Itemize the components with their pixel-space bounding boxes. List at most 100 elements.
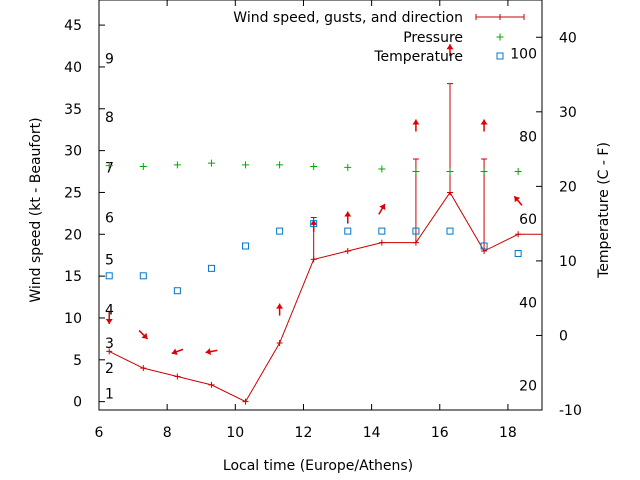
pressure-point [514, 168, 522, 176]
wind-direction-arrow [310, 219, 318, 232]
wind-direction-arrow [378, 203, 386, 215]
temperature-point [207, 264, 215, 272]
wind-speed-point [515, 231, 522, 238]
temperature-point [446, 227, 454, 235]
x-tick-label: 10 [226, 425, 244, 441]
wind-direction-arrow-head [141, 332, 148, 339]
legend: Wind speed, gusts, and direction Pressure… [233, 10, 525, 65]
wind-direction-arrow-head [105, 318, 113, 324]
wind-direction-arrow [171, 348, 184, 356]
temperature-point [412, 227, 420, 235]
legend-swatch-pressure [496, 33, 504, 41]
fahrenheit-label: 20 [519, 378, 537, 394]
pressure-point [310, 163, 318, 171]
x-tick-label: 8 [163, 425, 172, 441]
y2-tick-label: 20 [559, 179, 577, 195]
wind-direction-arrow-head [446, 44, 454, 50]
pressure-point [480, 168, 488, 176]
pressure-point [446, 168, 454, 176]
wind-direction-arrow-head [310, 219, 318, 225]
temperature-point [276, 227, 284, 235]
fahrenheit-scale: 20 40 60 80 100 [510, 47, 537, 395]
beaufort-label: 6 [105, 211, 114, 227]
legend-label: Temperature [373, 49, 463, 65]
wind-direction-arrow [276, 303, 284, 316]
y-tick-label: 10 [64, 311, 82, 327]
y-axis-title: Wind speed (kt - Beaufort) [28, 117, 44, 302]
pressure-point [105, 162, 113, 170]
y2-tick-label: 40 [559, 30, 577, 46]
pressure-point [139, 163, 147, 171]
y-tick-label: 40 [64, 60, 82, 76]
wind-speed-line [109, 191, 542, 403]
pressure-point [242, 161, 250, 169]
pressure-point [344, 163, 352, 171]
temperature-point [310, 220, 318, 228]
y-axis-right: -10 0 10 20 30 40 [536, 30, 582, 419]
beaufort-label: 8 [105, 110, 114, 126]
legend-label: Wind speed, gusts, and direction [233, 10, 463, 26]
y-tick-label: 15 [64, 269, 82, 285]
y-axis-left: 0 5 10 15 20 25 30 35 40 45 [64, 18, 105, 411]
beaufort-label: 9 [105, 52, 114, 68]
wind-direction-arrow [446, 44, 454, 57]
temperature-point [344, 227, 352, 235]
y2-tick-label: 0 [559, 328, 568, 344]
temperature-point [105, 272, 113, 280]
temperature-point [139, 272, 147, 280]
wind-direction-arrow [344, 211, 352, 224]
wind-speed-point [140, 365, 147, 372]
wind-direction-arrow [205, 348, 218, 356]
x-axis-title: Local time (Europe/Athens) [223, 458, 413, 474]
fahrenheit-label: 100 [510, 47, 537, 63]
wind-direction-arrow [105, 311, 113, 324]
wind-direction-arrow-head [205, 348, 212, 356]
temperature-point [514, 249, 522, 257]
wind-direction-arrow-head [344, 211, 352, 217]
y-tick-label: 0 [73, 395, 82, 411]
y-tick-label: 25 [64, 185, 82, 201]
beaufort-label: 3 [105, 336, 114, 352]
y2-axis-title: Temperature (C - F) [596, 142, 612, 279]
x-tick-label: 14 [363, 425, 381, 441]
pressure-point [378, 165, 386, 173]
wind-speed-point [276, 340, 283, 347]
pressure-point [207, 159, 215, 167]
wind-direction-arrow-head [514, 196, 521, 203]
temperature-point [242, 242, 250, 250]
series-layer [105, 44, 542, 405]
temperature-point [378, 227, 386, 235]
wind-speed-point [344, 248, 351, 255]
pressure-point [412, 168, 420, 176]
wind-direction-arrow [412, 119, 420, 132]
wind-direction-arrow-head [412, 119, 420, 125]
wind-direction-arrow [480, 119, 488, 132]
beaufort-label: 5 [105, 252, 114, 268]
wind-speed-point [242, 398, 249, 405]
legend-swatch-temperature [496, 52, 504, 60]
x-axis: 6 8 10 12 14 16 18 [95, 0, 517, 441]
temperature-point [480, 242, 488, 250]
wind-speed-point [378, 239, 385, 246]
wind-direction-arrow-head [480, 119, 488, 125]
wind-gust-bar [446, 83, 453, 193]
wind-speed-point [208, 381, 215, 388]
wind-direction-arrow [138, 329, 149, 340]
fahrenheit-label: 60 [519, 212, 537, 228]
beaufort-label: 2 [105, 361, 114, 377]
y2-tick-label: 10 [559, 254, 577, 270]
pressure-point [173, 161, 181, 169]
y2-tick-label: 30 [559, 105, 577, 121]
wind-direction-arrow-head [171, 348, 178, 356]
plot-frame [98, 0, 543, 411]
pressure-point [276, 161, 284, 169]
y-tick-label: 30 [64, 144, 82, 160]
wind-direction-arrow [513, 195, 523, 206]
fahrenheit-label: 80 [519, 129, 537, 145]
y2-tick-label: -10 [559, 403, 582, 419]
y-tick-label: 20 [64, 227, 82, 243]
temperature-point [173, 287, 181, 295]
legend-swatch-wind [475, 14, 525, 20]
y-tick-label: 35 [64, 102, 82, 118]
